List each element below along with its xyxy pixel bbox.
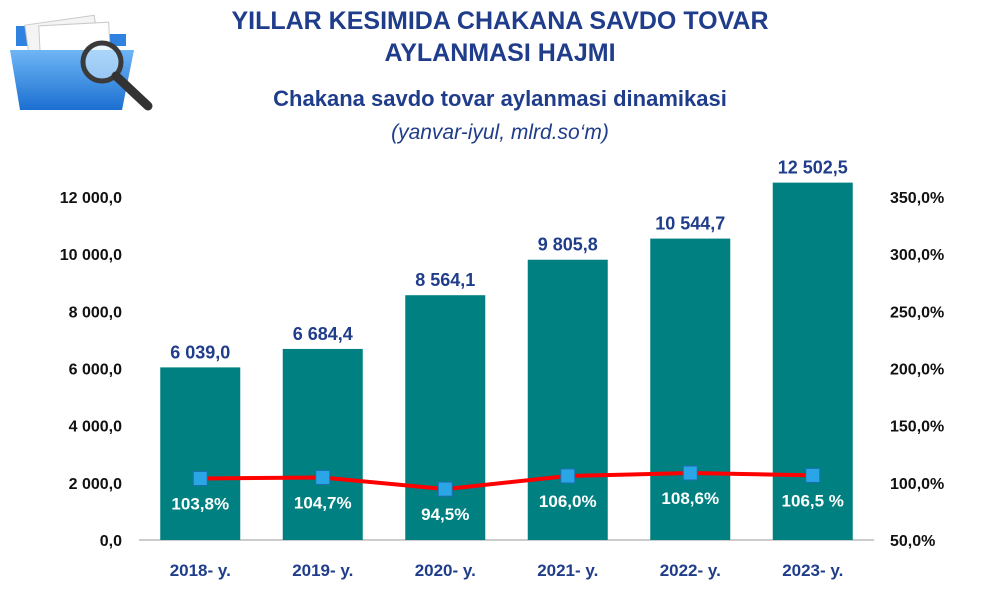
line-value-label: 108,6% xyxy=(661,489,719,508)
line-series xyxy=(192,465,821,497)
chart-subtitle: Chakana savdo tovar aylanmasi dinamikasi xyxy=(273,86,727,111)
bar xyxy=(405,295,486,540)
folder-magnifier-icon xyxy=(10,14,153,111)
y-left-tick-label: 10 000,0 xyxy=(60,247,122,264)
line-point xyxy=(315,469,331,485)
x-tick-label: 2018- y. xyxy=(170,561,231,580)
title-line-2: AYLANMASI HAJMI xyxy=(384,39,616,67)
y-left-tick-label: 2 000,0 xyxy=(69,476,122,493)
bar xyxy=(160,367,241,540)
x-tick-label: 2021- y. xyxy=(537,561,598,580)
y-right-tick-label: 50,0% xyxy=(890,533,935,550)
bar-value-label: 6 039,0 xyxy=(170,342,230,362)
x-tick-label: 2019- y. xyxy=(292,561,353,580)
growth-line xyxy=(200,471,813,492)
x-tick-label: 2022- y. xyxy=(660,561,721,580)
y-right-tick-label: 100,0% xyxy=(890,476,944,493)
line-point xyxy=(560,468,576,484)
line-point xyxy=(192,470,208,486)
title-line-1: YILLAR KESIMIDA CHAKANA SAVDO TOVAR xyxy=(231,7,769,35)
line-value-label: 106,0% xyxy=(539,492,597,511)
y-left-tick-label: 12 000,0 xyxy=(60,190,122,207)
bar xyxy=(650,238,731,540)
line-value-label: 103,8% xyxy=(171,494,229,513)
bar-value-label: 12 502,5 xyxy=(778,158,848,178)
bar-value-label: 10 544,7 xyxy=(655,214,725,234)
y-right-tick-label: 150,0% xyxy=(890,419,944,436)
y-right-tick-label: 250,0% xyxy=(890,304,944,321)
chart-unit: (yanvar-iyul, mlrd.so‘m) xyxy=(391,121,609,144)
bar-value-label: 6 684,4 xyxy=(293,324,353,344)
bar xyxy=(772,182,853,540)
bar-series xyxy=(160,182,853,540)
line-point xyxy=(437,481,453,497)
line-value-label: 94,5% xyxy=(421,505,469,524)
line-point xyxy=(805,467,821,483)
labels: 6 039,0 2018- y. 6 684,4 2019- y. 8 564,1 202… xyxy=(170,158,848,580)
line-value-label: 106,5 % xyxy=(782,491,844,510)
y-right-tick-label: 300,0% xyxy=(890,247,944,264)
bar xyxy=(282,348,363,540)
y-left-tick-label: 6 000,0 xyxy=(69,362,122,379)
y-left-tick-label: 4 000,0 xyxy=(69,419,122,436)
x-tick-label: 2020- y. xyxy=(415,561,476,580)
line-point xyxy=(682,465,698,481)
line-value-label: 104,7% xyxy=(294,493,352,512)
bar-value-label: 8 564,1 xyxy=(415,270,475,290)
bar xyxy=(527,259,608,540)
axes: 0,0 2 000,0 4 000,0 6 000,0 8 000,0 10 000,0 1… xyxy=(60,190,945,550)
x-tick-label: 2023- y. xyxy=(782,561,843,580)
y-right-tick-label: 350,0% xyxy=(890,190,944,207)
bar-value-label: 9 805,8 xyxy=(538,235,598,255)
y-left-tick-label: 8 000,0 xyxy=(69,304,122,321)
y-left-tick-label: 0,0 xyxy=(100,533,122,550)
y-right-tick-label: 200,0% xyxy=(890,362,944,379)
